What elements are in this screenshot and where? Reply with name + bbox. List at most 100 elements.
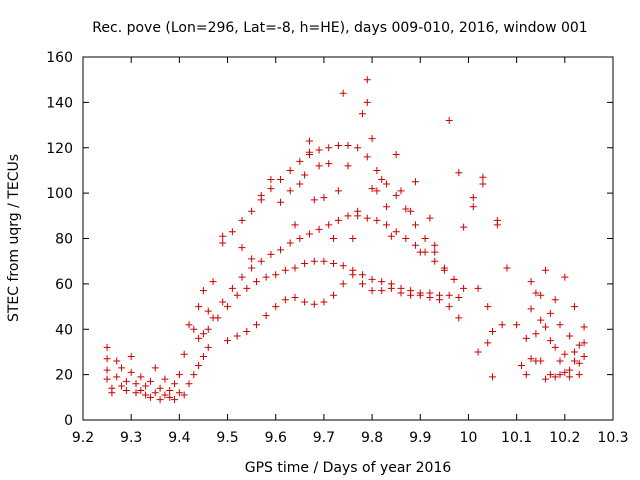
data-point [551,343,559,351]
data-point [219,298,227,306]
data-point [132,389,140,397]
data-point [373,166,381,174]
data-point [281,266,289,274]
data-point [103,375,111,383]
y-tick-labels: 0 20 40 60 80 100 120 140 160 [46,50,73,429]
data-point [286,166,294,174]
data-point [522,334,530,342]
data-point [142,391,150,399]
data-point [142,382,150,390]
chart-title: Rec. pove (Lon=296, Lat=-8, h=HE), days … [92,20,587,36]
data-point [146,377,154,385]
data-point [301,298,309,306]
data-point [272,271,280,279]
data-point [349,235,357,242]
data-point [580,323,588,331]
data-point [460,223,468,231]
data-point [455,314,463,322]
data-point [546,371,554,379]
y-tick-label: 40 [55,322,73,338]
data-point [113,373,121,381]
data-point [537,357,545,365]
data-point [228,228,236,236]
data-point [195,334,203,342]
data-point [204,307,212,315]
data-point [517,362,525,370]
data-point [171,396,179,404]
data-point [378,278,386,286]
data-point [190,371,198,379]
data-point [296,157,304,165]
data-point [262,273,270,281]
data-point [103,355,111,363]
data-point [161,391,169,399]
data-point [358,110,366,118]
y-axis-label: STEC from uqrg / TECUs [6,154,22,322]
data-point [469,194,477,202]
data-point [431,248,439,256]
data-point [383,203,391,211]
y-tick-label: 160 [46,50,73,66]
data-point [118,364,126,372]
data-point [277,176,285,184]
data-point [580,339,588,347]
data-point [180,350,188,358]
data-point [175,371,183,379]
data-point [209,278,217,286]
data-point [503,264,511,272]
data-point [122,377,130,385]
data-point [450,275,458,283]
data-point [407,291,415,299]
x-tick-label: 9.2 [72,430,94,446]
data-point [407,207,415,215]
data-point [431,241,439,249]
data-point [397,289,405,297]
data-point [460,284,468,292]
data-point [224,337,232,345]
data-point [219,239,227,247]
data-point [137,373,145,381]
data-point [455,293,463,301]
data-point [204,325,212,333]
data-point [368,185,376,193]
data-point [204,343,212,351]
data-point [161,375,169,383]
data-point [310,257,318,265]
data-point [392,151,400,159]
data-point [479,173,487,181]
data-point [484,339,492,347]
data-point [493,221,501,229]
data-point [291,221,299,229]
data-point [334,141,342,149]
x-tick-label: 10.2 [549,430,580,446]
data-point [238,273,246,281]
data-point [185,321,193,329]
x-tick-label: 10.1 [501,430,532,446]
data-point [171,380,179,388]
data-point [325,160,333,168]
data-point [113,357,121,365]
data-point [315,225,323,233]
data-point [566,366,574,374]
data-point [445,117,453,125]
data-point [416,248,424,256]
data-point [339,262,347,270]
data-point [166,393,174,401]
data-point [286,187,294,195]
data-point [378,287,386,295]
data-point [252,321,260,329]
data-point [305,137,313,145]
data-point [489,373,497,381]
data-point [566,373,574,381]
data-point [325,144,333,152]
data-point [513,321,521,329]
data-point [233,291,241,299]
data-point [431,257,439,265]
data-point [257,257,265,265]
x-tick-label: 10 [460,430,478,446]
y-tick-label: 100 [46,186,73,202]
data-point [368,287,376,295]
data-point [349,271,357,279]
data-point [368,275,376,283]
